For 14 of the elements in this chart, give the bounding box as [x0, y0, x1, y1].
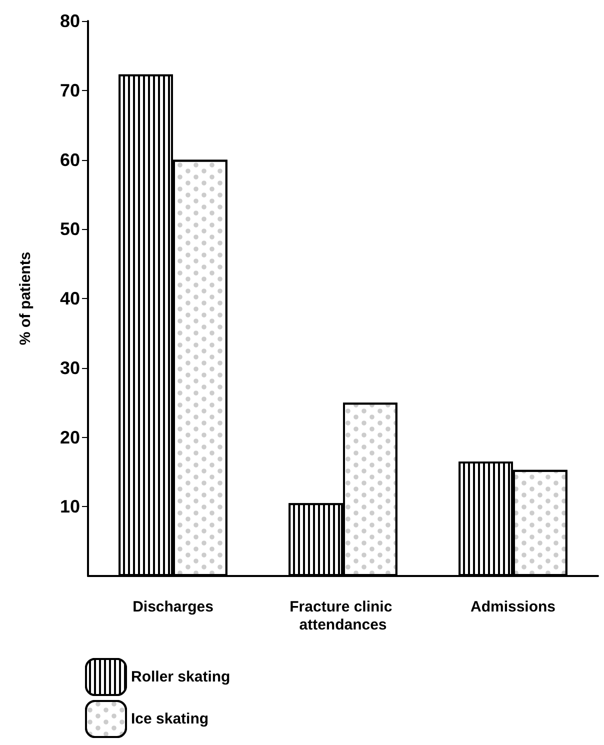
- x-tick-label: Fracture clinic attendances: [290, 598, 396, 634]
- y-tick-label: 40: [60, 288, 80, 308]
- y-tick-label: 10: [60, 496, 80, 517]
- x-tick-label: Discharges: [132, 598, 214, 616]
- legend-label: Roller skating: [131, 668, 230, 686]
- y-tick-label: 60: [60, 150, 80, 170]
- legend-label: Ice skating: [131, 710, 209, 728]
- y-tick-label: 30: [60, 358, 80, 378]
- y-tick-label: 70: [60, 80, 80, 100]
- y-axis-title: % of patients: [17, 252, 34, 346]
- x-tick-label: Admissions: [470, 598, 556, 616]
- y-tick-label: 80: [60, 11, 80, 31]
- y-tick-label: 50: [60, 219, 80, 240]
- y-tick-label: 20: [60, 427, 80, 448]
